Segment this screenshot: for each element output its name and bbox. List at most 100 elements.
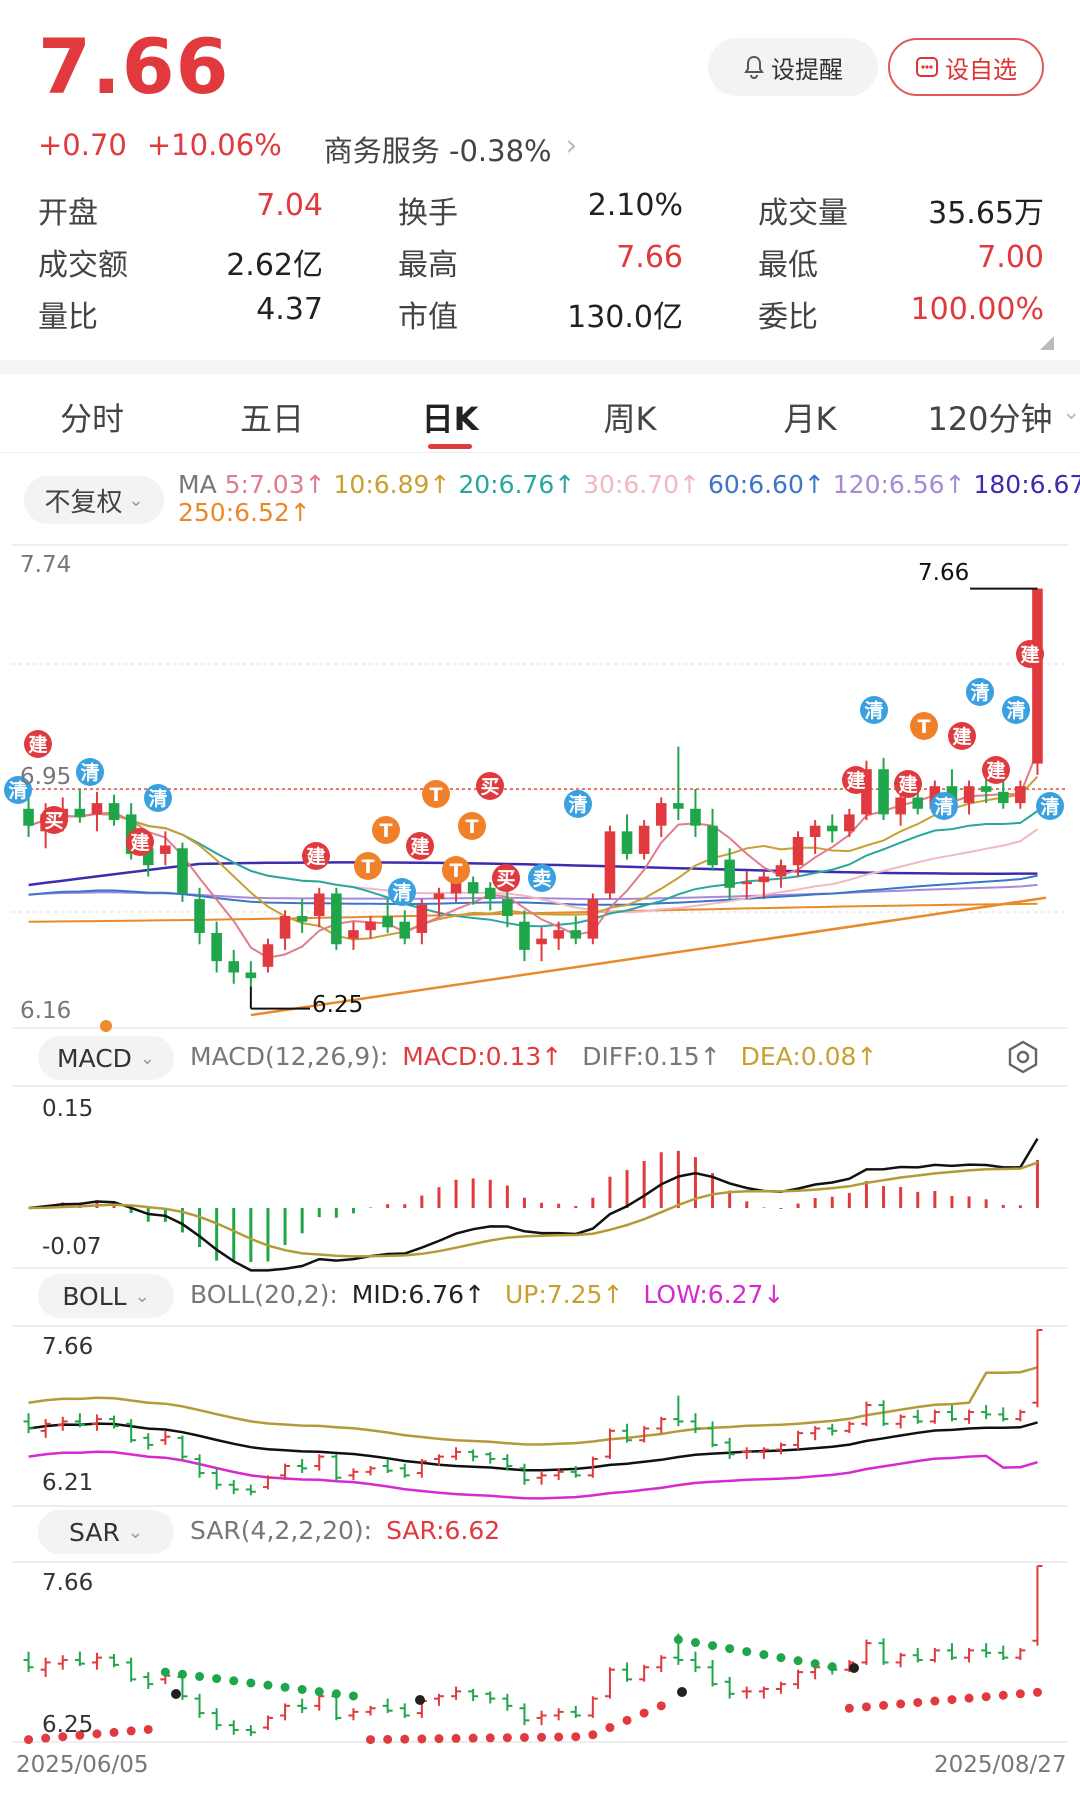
macd-y-top: 0.15 — [42, 1096, 94, 1122]
stat-bid-ratio: 委比 100.00% — [758, 292, 1044, 335]
ma180-value: 180:6.67↓ — [973, 470, 1080, 499]
sar-dot — [690, 1638, 700, 1648]
tab-monthly-k[interactable]: 月K — [783, 400, 837, 438]
sar-dot — [400, 1734, 410, 1744]
signal-badge-t-label: T — [450, 860, 463, 882]
add-watchlist-label: 设自选 — [945, 55, 1017, 84]
signal-badge-jian — [894, 770, 922, 798]
sar-dot — [92, 1729, 102, 1739]
sar-dot — [879, 1700, 889, 1710]
ma60-line — [28, 874, 1038, 906]
boll-up-line — [28, 1366, 1038, 1446]
sar-dot — [348, 1691, 358, 1701]
sar-dot — [246, 1678, 256, 1688]
signal-badge-jian-label: 建 — [1020, 643, 1039, 666]
signal-badge-t — [442, 856, 470, 884]
candle-body — [741, 882, 753, 885]
tab-weekly-k[interactable]: 周K — [603, 400, 657, 438]
candle-body — [467, 882, 479, 894]
sar-dot — [58, 1732, 68, 1742]
signal-badge-mai-label: 买 — [480, 776, 499, 798]
adjust-label: 不复权 — [44, 487, 123, 518]
boll-up: UP:7.25↑ — [504, 1280, 624, 1309]
sar-dot — [485, 1733, 495, 1743]
stat-value: 2.10% — [587, 188, 683, 223]
sar-dot — [417, 1734, 427, 1744]
sar-dot — [981, 1692, 991, 1702]
ma5-line — [28, 750, 1039, 959]
candle-body — [313, 893, 325, 917]
sar-dot — [571, 1732, 581, 1742]
tab-intraday[interactable]: 分时 — [59, 400, 124, 438]
sar-dot — [212, 1674, 222, 1684]
kline-y-ref: 6.95 — [20, 764, 72, 790]
candle-body — [1032, 588, 1043, 764]
ma60-value: 60:6.60↑ — [707, 470, 825, 499]
chevron-down-icon: ⌄ — [134, 1285, 150, 1307]
stat-label: 成交量 — [758, 196, 848, 231]
signal-badge-qing-label: 清 — [1006, 699, 1025, 722]
candle-body — [484, 887, 496, 900]
macd-select[interactable]: MACD ⌄ — [38, 1036, 174, 1080]
signal-badge-qing — [860, 696, 888, 724]
sar-select[interactable]: SAR ⌄ — [38, 1510, 174, 1554]
signal-badge-t — [458, 812, 486, 840]
candle-body — [74, 808, 86, 818]
boll-mid-line — [28, 1421, 1038, 1472]
sar-dot — [759, 1650, 769, 1660]
candle-body — [997, 791, 1009, 804]
tab-five-day[interactable]: 五日 — [239, 400, 304, 438]
set-alert-button[interactable]: 设提醒 — [708, 38, 878, 96]
kline-y-bottom: 6.16 — [20, 998, 72, 1024]
sar-dot — [861, 1702, 871, 1712]
signal-badge-t-label: T — [362, 856, 375, 878]
sar-dot — [673, 1635, 683, 1645]
stat-label: 量比 — [38, 300, 98, 335]
sar-dot — [280, 1682, 290, 1692]
candle-body — [809, 825, 821, 837]
candle-body — [587, 899, 599, 939]
sar-dot — [468, 1733, 478, 1743]
watchlist-icon — [916, 57, 938, 77]
sar-dot — [1032, 1687, 1042, 1697]
stat-label: 最低 — [758, 248, 818, 283]
macd-legend: MACD(12,26,9): MACD:0.13↑ DIFF:0.15↑ DEA… — [190, 1042, 877, 1071]
candle-body — [912, 797, 924, 809]
signal-badge-jian — [126, 828, 154, 856]
signal-badge-jian-label: 建 — [986, 759, 1005, 782]
signal-badge-jian-label: 建 — [130, 831, 149, 854]
stat-label: 成交额 — [38, 248, 128, 283]
ma20-line — [28, 810, 1039, 928]
signal-badge-t-label: T — [430, 784, 443, 806]
candle-body — [604, 831, 616, 894]
candle-body — [553, 930, 564, 939]
signal-badge-qing — [4, 776, 32, 804]
settings-hex-icon[interactable] — [1006, 1040, 1040, 1074]
stat-value: 7.04 — [256, 188, 323, 223]
signal-badge-qing-label: 清 — [392, 881, 411, 904]
boll-legend: BOLL(20,2): MID:6.76↑ UP:7.25↑ LOW:6.27↓ — [190, 1280, 784, 1309]
ma30-value: 30:6.70↑ — [583, 470, 701, 499]
tab-daily-k[interactable]: 日K — [421, 400, 479, 438]
tab-120min[interactable]: 120分钟 — [927, 400, 1053, 438]
signal-badge-jian — [24, 730, 52, 758]
adjust-select[interactable]: 不复权 ⌄ — [24, 476, 164, 524]
candle-body — [91, 803, 103, 815]
ma20-value: 20:6.76↑ — [458, 470, 576, 499]
stat-open: 开盘 7.04 — [38, 188, 323, 231]
boll-select[interactable]: BOLL ⌄ — [38, 1274, 174, 1318]
industry-link[interactable]: 商务服务 -0.38% — [323, 134, 552, 168]
expand-corner-icon[interactable] — [1040, 336, 1054, 350]
sar-y-bottom: 6.25 — [42, 1712, 94, 1738]
candle-body — [878, 769, 889, 815]
change-row: +0.70 +10.06% 商务服务 -0.38% › — [38, 128, 577, 170]
candle-body — [296, 916, 308, 922]
timeline-marker — [100, 1020, 112, 1032]
dea-line — [28, 1161, 1038, 1258]
chevron-down-icon: ⌄ — [128, 489, 144, 511]
sar-dot — [776, 1653, 786, 1663]
chevron-down-icon[interactable]: ⌄ — [1062, 400, 1080, 425]
add-watchlist-button[interactable]: 设自选 — [888, 38, 1044, 96]
change-percent: +10.06% — [146, 128, 282, 162]
